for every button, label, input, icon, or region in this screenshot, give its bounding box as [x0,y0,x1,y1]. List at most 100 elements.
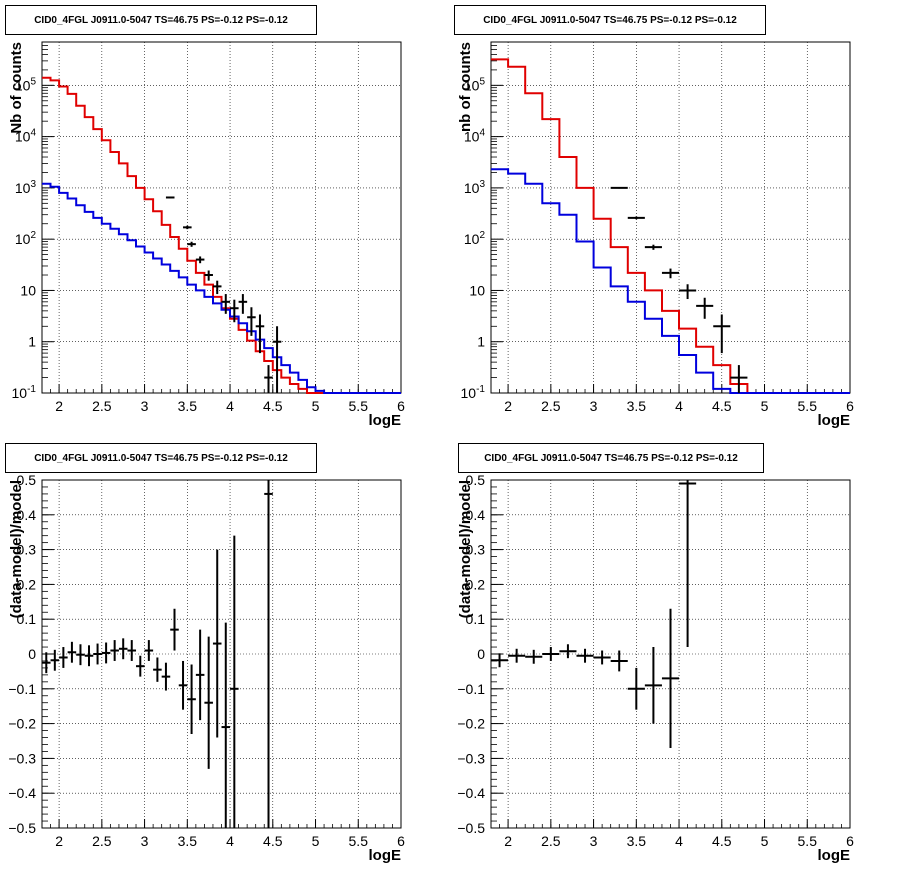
y-tick-label: 0.2 [17,576,37,592]
x-tick-label: 5 [312,398,320,414]
x-tick-label: 3 [590,398,598,414]
y-tick-label: −0.5 [8,820,36,836]
x-tick-label: 2.5 [541,398,561,414]
x-tick-label: 6 [846,398,854,414]
x-tick-label: 5 [312,833,320,849]
y-tick-label: −0.3 [8,750,36,766]
y-tick-label: 0.3 [17,542,37,558]
x-tick-label: 6 [397,833,405,849]
plot-frame [490,41,851,394]
x-axis-label: logE [818,847,851,864]
x-tick-label: 4.5 [263,398,283,414]
plot-frame [41,41,402,394]
y-tick-label: 102 [15,230,37,247]
y-axis-label: (data-model)/model [8,480,25,618]
plot-frame [41,479,402,829]
x-tick-label: 4.5 [712,398,732,414]
x-tick-label: 4 [226,398,234,414]
x-tick-label: 3.5 [178,398,198,414]
chart: 2 2.5 3 3.5 4 4.5 5 5.5 6 −0.5 −0.4 −0.3 −0.2 −0.1 0 0.… [457,472,854,864]
x-tick-label: 2.5 [92,398,112,414]
y-axis-label: (data-model)/model [457,480,474,618]
x-tick-label: 6 [846,833,854,849]
x-tick-label: 5 [761,398,769,414]
x-axis-label: logE [369,847,402,864]
y-tick-label: 10 [469,282,485,298]
y-tick-label: 10-1 [461,384,486,401]
x-tick-label: 4 [226,833,234,849]
x-tick-label: 3 [141,398,149,414]
y-tick-label: 0.5 [17,472,37,488]
y-tick-label: −0.1 [457,681,485,697]
chart: 2 2.5 3 3.5 4 4.5 5 5.5 6 10-1 1 10 102 103 104 105 logE… [457,41,854,429]
y-tick-label: 102 [464,230,486,247]
y-tick-label: 0.1 [466,611,486,627]
y-tick-label: −0.4 [8,785,36,801]
plot-title: CID0_4FGL J0911.0-5047 TS=46.75 PS=-0.12… [5,5,317,35]
chart: 2 2.5 3 3.5 4 4.5 5 5.5 6 10-1 1 10 102 103 104 105 logE… [8,41,405,429]
plot-title: CID0_4FGL J0911.0-5047 TS=46.75 PS=-0.12… [458,443,764,473]
y-tick-label: 0.4 [466,507,486,523]
y-tick-label: −0.3 [457,750,485,766]
plot-frame [490,479,851,829]
x-tick-label: 4.5 [263,833,283,849]
y-tick-label: 103 [464,179,486,196]
x-tick-label: 2 [504,398,512,414]
plot-panel-bottom-right: CID0_4FGL J0911.0-5047 TS=46.75 PS=-0.12… [449,437,898,875]
y-tick-label: 0 [28,646,36,662]
y-tick-label: 10-1 [12,384,37,401]
x-tick-label: 4 [675,833,683,849]
y-tick-label: 1 [28,334,36,350]
y-tick-label: 104 [15,128,37,145]
x-axis-label: logE [369,412,402,429]
x-tick-label: 3.5 [627,833,647,849]
y-tick-label: 105 [15,76,37,93]
y-tick-label: 0.4 [17,507,37,523]
component_model-histogram [491,168,850,394]
plot-panel-bottom-left: CID0_4FGL J0911.0-5047 TS=46.75 PS=-0.12… [0,437,449,875]
plot-panel-top-left: CID0_4FGL J0911.0-5047 TS=46.75 PS=-0.12… [0,0,449,437]
y-tick-label: 10 [20,282,36,298]
y-tick-label: −0.5 [457,820,485,836]
x-tick-label: 5 [761,833,769,849]
y-tick-label: 0.3 [466,542,486,558]
x-tick-label: 2 [55,398,63,414]
plot-title: CID0_4FGL J0911.0-5047 TS=46.75 PS=-0.12… [5,443,317,473]
y-tick-label: 0.2 [466,576,486,592]
total_model-histogram [42,76,401,394]
plot-panel-top-right: CID0_4FGL J0911.0-5047 TS=46.75 PS=-0.12… [449,0,898,437]
y-axis-label: nb of counts [457,42,474,132]
y-tick-label: 0.5 [466,472,486,488]
x-tick-label: 5.5 [798,833,818,849]
y-tick-label: 103 [15,179,37,196]
x-tick-label: 5.5 [798,398,818,414]
x-tick-label: 2 [504,833,512,849]
x-tick-label: 2.5 [92,833,112,849]
x-tick-label: 2.5 [541,833,561,849]
x-tick-label: 5.5 [349,398,369,414]
plot-title: CID0_4FGL J0911.0-5047 TS=46.75 PS=-0.12… [454,5,766,35]
x-tick-label: 3 [141,833,149,849]
y-tick-label: 0 [477,646,485,662]
x-tick-label: 3.5 [627,398,647,414]
y-tick-label: 1 [477,334,485,350]
y-tick-label: 104 [464,128,486,145]
x-tick-label: 3.5 [178,833,198,849]
component_model-histogram [42,182,401,394]
x-axis-label: logE [818,412,851,429]
y-tick-label: 105 [464,76,486,93]
y-tick-label: −0.2 [8,716,36,732]
x-tick-label: 6 [397,398,405,414]
x-tick-label: 2 [55,833,63,849]
y-axis-label: Nb of counts [8,42,25,134]
y-tick-label: 0.1 [17,611,37,627]
chart: 2 2.5 3 3.5 4 4.5 5 5.5 6 −0.5 −0.4 −0.3 −0.2 −0.1 0 0.… [8,472,405,864]
y-tick-label: −0.2 [457,716,485,732]
x-tick-label: 3 [590,833,598,849]
x-tick-label: 5.5 [349,833,369,849]
y-tick-label: −0.4 [457,785,485,801]
x-tick-label: 4.5 [712,833,732,849]
y-tick-label: −0.1 [8,681,36,697]
total_model-histogram [491,58,850,394]
x-tick-label: 4 [675,398,683,414]
